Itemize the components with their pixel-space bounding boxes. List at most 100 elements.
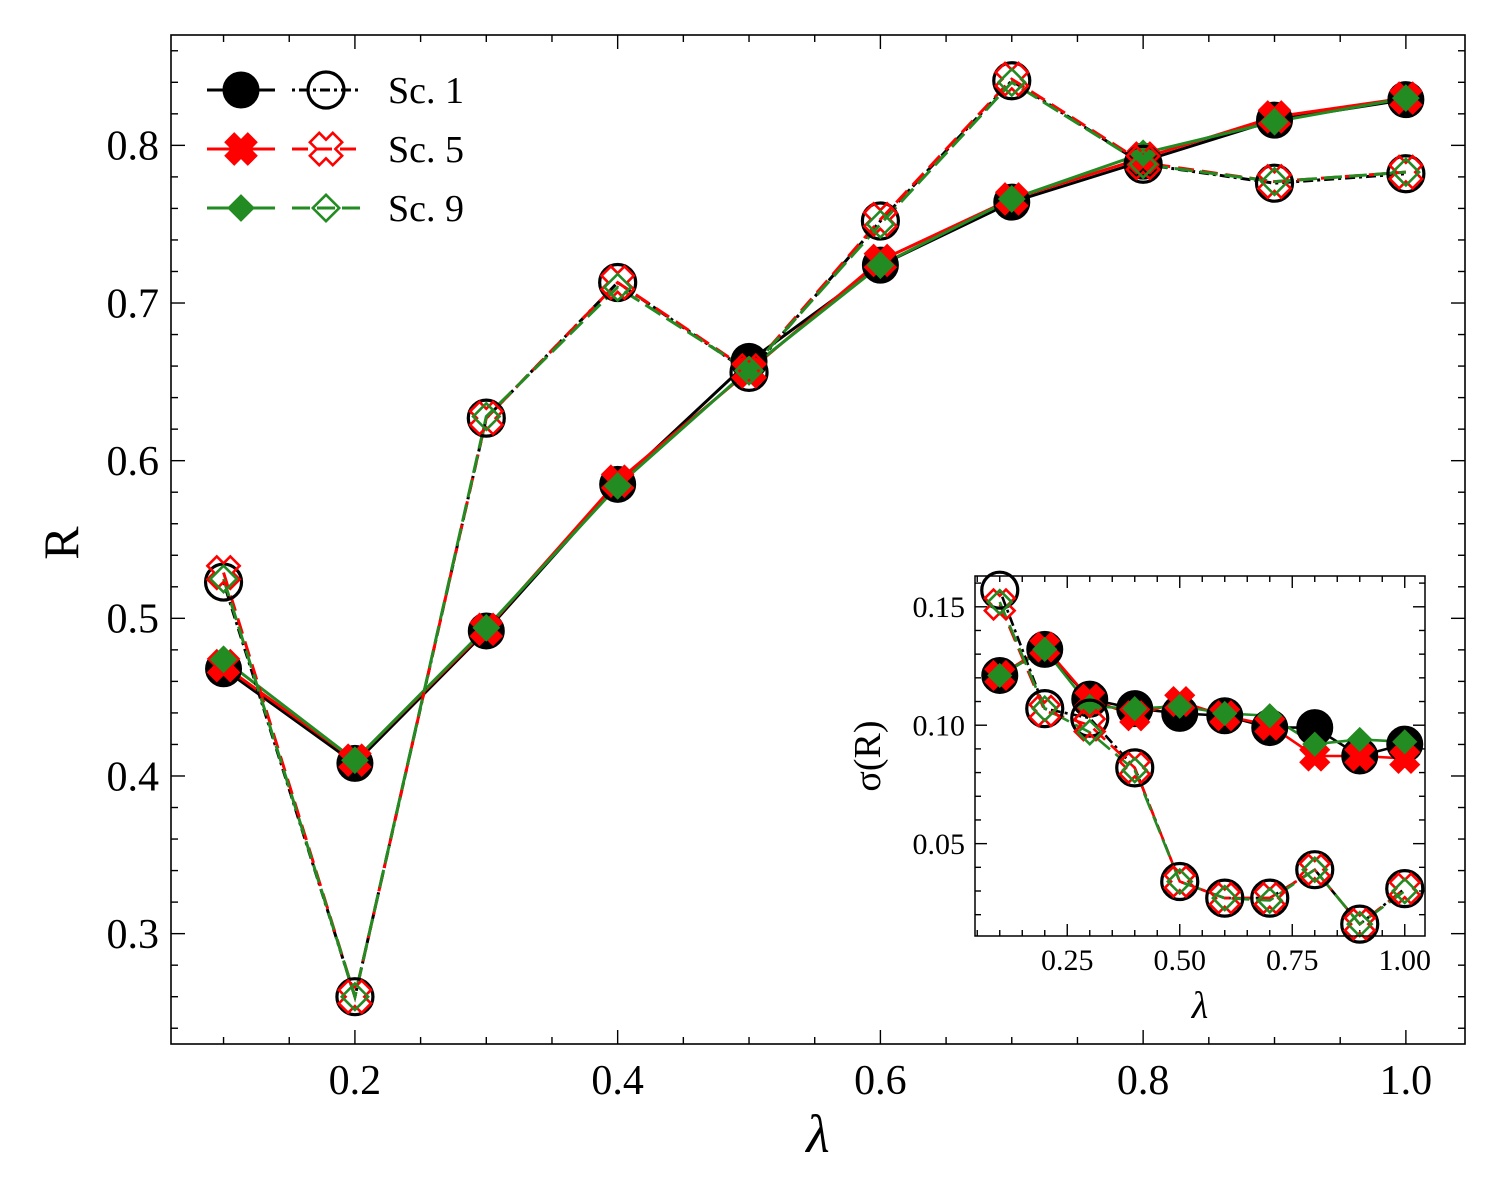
data-point-sc-9-filled xyxy=(1347,726,1373,753)
inset-axis-ticks: 0.25 0.50 0.75 1.00 0.05 0.10 0.15 xyxy=(913,576,1431,977)
data-point-sc-5-open xyxy=(1125,144,1162,181)
y-tick-label: 0.7 xyxy=(107,281,160,327)
main-axis-ticks: 0.2 0.4 0.6 0.8 1.0 0.3 0.4 0.5 0.6 0.7 0.8 xyxy=(107,35,1465,1104)
data-point-sc-9-filled xyxy=(1392,729,1418,755)
data-point-sc-1-open xyxy=(1160,861,1200,902)
data-point-sc-1-open xyxy=(1205,878,1245,918)
data-point-sc-1-open xyxy=(1295,850,1335,890)
inset-y-axis-label: σ(R) xyxy=(847,720,889,791)
data-point-sc-5-open xyxy=(1163,864,1197,899)
series-markers xyxy=(203,61,1426,1017)
data-point-sc-9-open xyxy=(1390,157,1421,188)
data-point-sc-1-open xyxy=(466,398,506,438)
series-line-sc-1-filled xyxy=(222,98,1407,766)
data-point-sc-9-filled xyxy=(341,746,369,775)
data-point-sc-9-filled xyxy=(1167,693,1193,719)
data-point-sc-1-open xyxy=(1386,154,1426,194)
data-point-sc-9-filled xyxy=(603,471,632,500)
inset-series-group xyxy=(980,570,1425,944)
legend-label: Sc. 5 xyxy=(388,129,464,171)
legend-marker-filled xyxy=(222,71,260,109)
data-point-sc-5-open xyxy=(1208,881,1242,915)
legend-marker-filled xyxy=(224,132,258,166)
data-point-sc-1-open xyxy=(980,570,1020,610)
y-tick-label: 0.8 xyxy=(107,124,160,170)
x-tick-label: 1.0 xyxy=(1380,1058,1433,1104)
y-tick-label: 0.5 xyxy=(107,597,160,643)
x-tick-label: 0.2 xyxy=(329,1058,382,1104)
series-markers xyxy=(980,570,1425,944)
data-point-sc-9-open xyxy=(733,355,765,386)
data-point-sc-9-filled xyxy=(1212,700,1238,726)
data-point-sc-1-open xyxy=(1070,698,1110,738)
series-line-sc-9-open xyxy=(998,601,1406,926)
data-point-sc-9-open xyxy=(1166,867,1194,896)
inset-plot: 0.25 0.50 0.75 1.00 0.05 0.10 0.15 λ σ(R) xyxy=(847,570,1431,1027)
y-tick-label: 0.4 xyxy=(107,754,160,800)
legend: Sc. 1 Sc. 5 Sc. 9 xyxy=(207,70,464,230)
series-line-sc-9-open xyxy=(222,80,1406,1003)
data-point-sc-5-open xyxy=(1387,154,1424,191)
y-tick-label: 0.10 xyxy=(913,709,966,742)
data-point-sc-9-open xyxy=(1211,884,1239,912)
data-point-sc-9-open xyxy=(602,272,633,303)
data-point-sc-1-open xyxy=(1340,904,1380,944)
data-point-sc-9-open xyxy=(865,209,896,240)
series-lines xyxy=(998,589,1406,926)
data-point-sc-5-open xyxy=(468,400,505,437)
main-plot-frame xyxy=(170,34,1466,1045)
data-point-sc-9-filled xyxy=(1391,84,1420,112)
main-series-group xyxy=(203,61,1426,1017)
data-point-sc-1-open xyxy=(729,352,769,392)
series-line-sc-9-filled xyxy=(999,647,1405,746)
data-point-sc-9-open xyxy=(1256,886,1284,915)
data-point-sc-9-open xyxy=(1121,756,1149,784)
data-point-sc-9-open xyxy=(1128,149,1159,180)
x-tick-label: 0.8 xyxy=(1117,1058,1170,1104)
data-point-sc-9-filled xyxy=(1302,731,1328,757)
data-point-sc-1-open xyxy=(1385,869,1425,909)
legend-marker-open xyxy=(310,192,342,224)
data-point-sc-9-filled xyxy=(997,185,1026,213)
inset-x-axis-label: λ xyxy=(1191,985,1208,1027)
main-x-axis-label: λ xyxy=(804,1104,829,1164)
data-point-sc-9-filled xyxy=(1122,696,1148,722)
legend-marker-filled xyxy=(227,194,255,222)
x-tick-label: 0.4 xyxy=(591,1058,644,1104)
y-tick-label: 0.3 xyxy=(107,912,160,958)
data-point-sc-9-open xyxy=(1031,694,1059,723)
x-tick-label: 0.50 xyxy=(1154,944,1207,977)
data-point-sc-9-filled xyxy=(1257,703,1283,729)
data-point-sc-5-open xyxy=(205,554,242,591)
x-tick-label: 0.75 xyxy=(1266,944,1319,977)
data-point-sc-5-open xyxy=(1343,907,1377,941)
data-point-sc-9-filled xyxy=(209,645,238,674)
data-point-sc-9-filled xyxy=(1260,107,1289,136)
data-point-sc-9-filled xyxy=(472,613,501,642)
main-plot: 0.2 0.4 0.6 0.8 1.0 0.3 0.4 0.5 0.6 0.7 0.8 λ R Sc… xyxy=(33,34,1466,1164)
inset-plot-frame xyxy=(974,575,1426,937)
data-point-sc-5-open xyxy=(731,352,767,389)
data-point-sc-5-open xyxy=(1028,694,1062,728)
data-point-sc-9-open xyxy=(986,588,1014,616)
data-point-sc-1-open xyxy=(1254,163,1295,203)
data-point-sc-9-open xyxy=(1391,877,1419,905)
main-y-axis-label: R xyxy=(33,526,89,560)
series-lines xyxy=(222,77,1407,1003)
data-point-sc-5-open xyxy=(336,978,373,1015)
data-point-sc-1-open xyxy=(1123,144,1163,184)
data-point-sc-9-open xyxy=(1076,718,1104,747)
data-point-sc-9-open xyxy=(471,401,502,432)
data-point-sc-5-open xyxy=(1073,708,1107,742)
data-point-sc-1-open xyxy=(1250,878,1290,918)
legend-marker-open xyxy=(306,70,346,110)
data-point-sc-5-open xyxy=(983,587,1017,622)
legend-label: Sc. 1 xyxy=(388,70,464,112)
data-point-sc-9-filled xyxy=(1032,636,1058,663)
x-tick-label: 0.6 xyxy=(854,1058,907,1104)
x-tick-label: 0.25 xyxy=(1041,944,1094,977)
y-tick-label: 0.05 xyxy=(913,828,966,861)
y-tick-label: 0.15 xyxy=(913,591,966,624)
data-point-sc-5-open xyxy=(1256,163,1293,200)
